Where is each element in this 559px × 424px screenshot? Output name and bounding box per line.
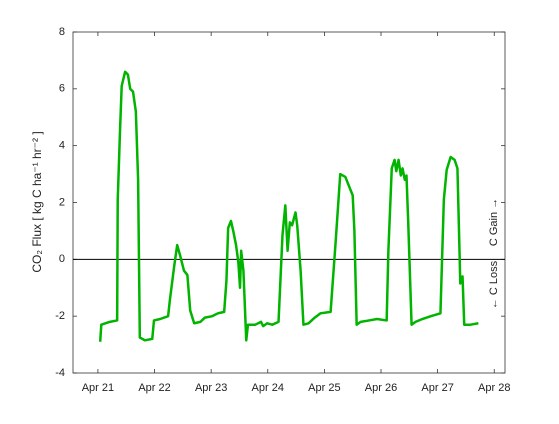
x-tick-label: Apr 28 <box>478 382 510 394</box>
x-tick-label: Apr 21 <box>82 382 114 394</box>
y-axis-label: CO₂ Flux [ kg C ha⁻¹ hr⁻² ] <box>30 131 44 272</box>
x-tick-label: Apr 27 <box>421 382 453 394</box>
y-tick-label: 8 <box>59 26 65 38</box>
y-tick-label: 4 <box>59 140 65 152</box>
x-tick-label: Apr 25 <box>308 382 340 394</box>
y-tick-label: 2 <box>59 196 65 208</box>
x-tick-label: Apr 26 <box>365 382 397 394</box>
annotation: ← C Loss <box>488 260 500 309</box>
y-tick-label: -2 <box>55 310 65 322</box>
y-tick-label: 0 <box>59 253 65 265</box>
y-tick-label: 6 <box>59 83 65 95</box>
x-tick-label: Apr 24 <box>252 382 284 394</box>
data-line <box>98 70 479 342</box>
x-tick-label: Apr 23 <box>195 382 227 394</box>
y-tick-label: -4 <box>55 367 65 379</box>
annotation: C Gain → <box>488 198 500 246</box>
x-tick-label: Apr 22 <box>138 382 170 394</box>
